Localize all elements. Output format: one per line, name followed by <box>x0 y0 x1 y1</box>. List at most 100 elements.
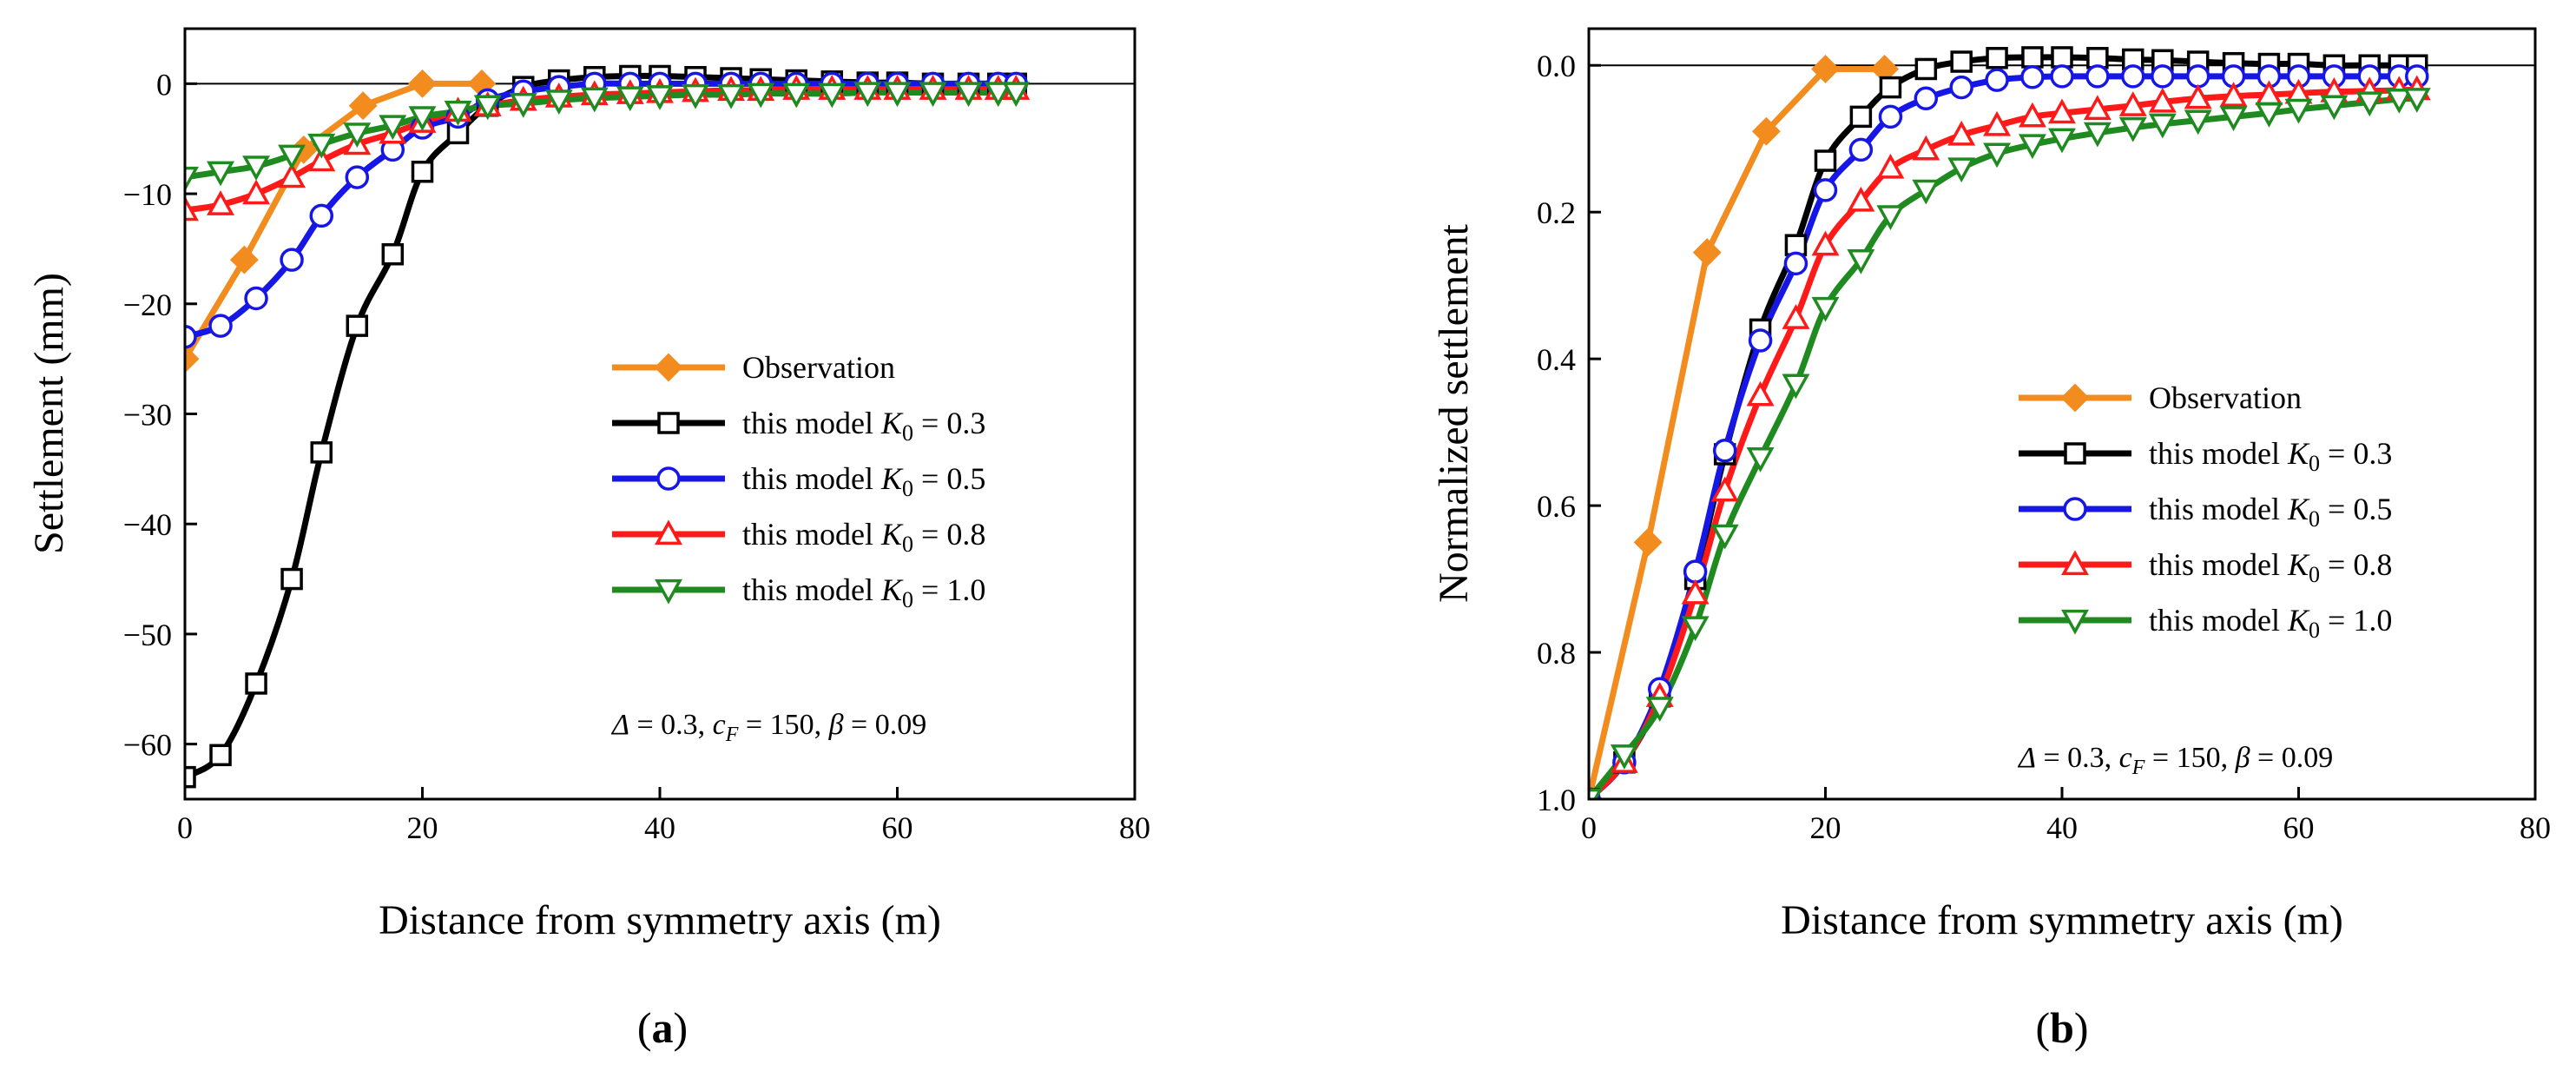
data-point-4-18 <box>782 83 811 109</box>
data-point-4-11 <box>544 89 573 115</box>
parameter-annotation: Δ = 0.3, cF = 150, β = 0.09 <box>2017 742 2333 779</box>
data-point-4-12 <box>580 87 609 113</box>
legend-label-1: this model K0 = 0.3 <box>742 406 985 446</box>
data-point-2-12 <box>1985 68 2009 92</box>
data-point-4-10 <box>1912 179 1940 205</box>
data-point-1-9 <box>1879 76 1902 99</box>
y-tick-label: −20 <box>123 288 172 322</box>
data-point-1-4 <box>310 441 333 464</box>
data-point-4-4 <box>1710 524 1739 550</box>
data-point-4-2 <box>242 155 271 181</box>
data-point-3-7 <box>1811 230 1840 256</box>
data-point-0-0 <box>185 344 200 374</box>
legend-label-2: this model K0 = 0.5 <box>2149 492 2392 532</box>
data-point-4-7 <box>408 106 437 131</box>
data-point-3-2 <box>242 179 271 205</box>
data-point-3-4 <box>1710 476 1739 502</box>
data-point-3-14 <box>2048 98 2076 124</box>
data-point-3-3 <box>278 162 306 188</box>
x-tick-label: 80 <box>1119 810 1150 845</box>
data-point-0-4 <box>408 69 437 98</box>
data-point-2-6 <box>1783 251 1808 276</box>
data-point-2-8 <box>1848 137 1874 162</box>
legend-marker-3 <box>655 519 682 545</box>
data-point-2-4 <box>309 203 334 228</box>
data-point-4-18 <box>2184 109 2212 136</box>
data-point-3-15 <box>2083 95 2112 121</box>
series-group <box>185 64 1031 789</box>
data-point-4-23 <box>954 82 983 108</box>
data-point-4-22 <box>919 82 947 108</box>
data-point-3-11 <box>1947 120 1976 146</box>
data-point-4-0 <box>185 166 199 192</box>
data-point-4-5 <box>1746 447 1775 473</box>
data-point-1-7 <box>1814 149 1837 172</box>
data-point-1-8 <box>1849 105 1873 129</box>
data-point-0-1 <box>229 245 259 274</box>
series-line-1 <box>1589 54 2417 799</box>
data-point-4-0 <box>1589 788 1603 799</box>
x-tick-label: 0 <box>177 810 193 845</box>
data-point-4-21 <box>2284 98 2313 124</box>
data-point-0-1 <box>1633 527 1663 557</box>
data-point-0-3 <box>1751 116 1781 146</box>
data-point-4-10 <box>509 93 537 118</box>
data-point-3-16 <box>2118 91 2147 116</box>
x-tick-label: 20 <box>407 810 438 845</box>
data-point-0-2 <box>1692 238 1722 268</box>
data-point-1-3 <box>280 567 303 591</box>
x-tick-label: 60 <box>882 810 913 845</box>
panel-a-chart: 0 20 40 60 80 0 −10 −20 −30 −40 −50 −60 Distance fro… <box>26 27 1150 1052</box>
data-point-2-18 <box>2185 64 2210 89</box>
legend-marker-1 <box>657 412 680 434</box>
data-point-3-9 <box>1876 153 1905 179</box>
y-tick-label: −60 <box>123 728 172 763</box>
y-tick-label: −40 <box>123 507 172 542</box>
data-point-1-14 <box>2051 46 2073 69</box>
data-point-1-2 <box>245 672 267 695</box>
legend-label-2: this model K0 = 0.5 <box>742 461 985 501</box>
data-point-1-13 <box>2021 46 2044 69</box>
x-tick-label: 60 <box>2283 810 2315 845</box>
y-tick-label: 0 <box>156 67 172 102</box>
data-point-4-19 <box>2219 106 2248 131</box>
data-point-4-14 <box>2048 128 2076 154</box>
data-point-1-10 <box>1914 57 1938 81</box>
x-tick-label: 40 <box>2046 810 2078 845</box>
data-point-4-3 <box>1681 616 1710 642</box>
data-point-4-15 <box>682 83 709 109</box>
y-tick-label: 0.4 <box>1537 342 1576 377</box>
legend: Observation this model K0 = 0.3 this model… <box>2019 380 2392 643</box>
parameter-annotation: Δ = 0.3, cF = 150, β = 0.09 <box>610 709 926 746</box>
data-point-4-13 <box>2018 134 2046 160</box>
series-line-2 <box>1589 73 2417 799</box>
panel-label: (a) <box>637 1003 688 1052</box>
data-point-2-7 <box>1813 178 1838 202</box>
legend-marker-4 <box>2061 609 2089 635</box>
data-point-2-11 <box>1949 75 1973 100</box>
y-tick-label: −10 <box>123 177 172 212</box>
data-point-4-15 <box>2083 122 2112 148</box>
data-point-4-1 <box>207 161 234 187</box>
data-point-4-11 <box>1947 157 1976 183</box>
data-point-2-1 <box>208 314 233 338</box>
data-point-4-6 <box>379 115 407 141</box>
data-point-1-1 <box>209 744 232 767</box>
data-point-4-8 <box>1847 248 1875 274</box>
panel-label: (b) <box>2035 1003 2088 1052</box>
legend: Observation this model K0 = 0.3 this model… <box>612 350 985 612</box>
data-point-3-13 <box>2018 102 2046 128</box>
y-tick-label: 0.6 <box>1537 489 1576 524</box>
data-point-4-5 <box>343 122 372 148</box>
data-point-2-3 <box>1683 559 1708 584</box>
data-point-1-6 <box>381 243 405 266</box>
data-point-3-1 <box>207 190 234 215</box>
legend-marker-2 <box>656 466 681 491</box>
legend-label-3: this model K0 = 0.8 <box>2149 547 2392 587</box>
data-point-4-24 <box>984 82 1012 108</box>
x-axis-title: Distance from symmetry axis (m) <box>1781 897 2343 943</box>
y-tick-label: 0.2 <box>1537 195 1576 230</box>
legend-label-0: Observation <box>742 350 895 385</box>
data-point-2-14 <box>2050 64 2074 89</box>
